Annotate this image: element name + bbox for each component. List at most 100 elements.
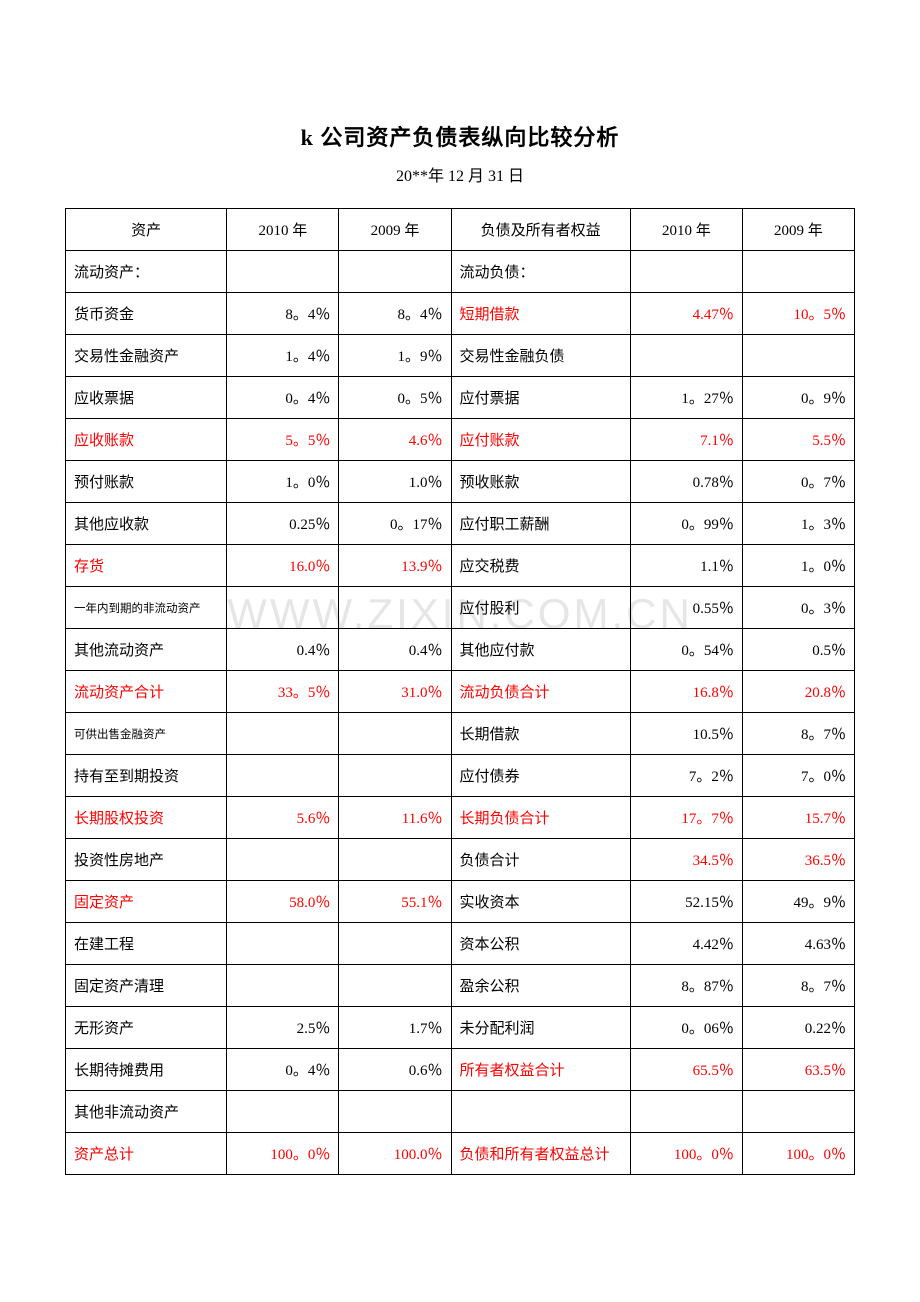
cell-a2010: 0。4％ [227,1049,339,1091]
cell-l2010: 0.78％ [630,461,742,503]
cell-l_label [451,1091,630,1133]
cell-l2010 [630,1091,742,1133]
cell-l2009: 49。9％ [742,881,854,923]
cell-a2009: 1。9％ [339,335,451,377]
cell-a2010: 1。0％ [227,461,339,503]
cell-a2009 [339,923,451,965]
cell-a2009: 0。17％ [339,503,451,545]
table-row: 流动资产： 流动负债： [66,251,855,293]
cell-l2009: 100。0％ [742,1133,854,1175]
cell-a2009: 31.0％ [339,671,451,713]
cell-l2010: 7.1％ [630,419,742,461]
cell-a2009 [339,251,451,293]
cell-l_label: 交易性金融负债 [451,335,630,377]
cell-a_label: 持有至到期投资 [66,755,227,797]
cell-l_label: 应付股利 [451,587,630,629]
table-row: 应收票据0。4％0。5％应付票据1。27％0。9％ [66,377,855,419]
cell-a2010: 8。4％ [227,293,339,335]
cell-l2010: 34.5％ [630,839,742,881]
table-row: 资产总计100。0％100.0％负债和所有者权益总计100。0％100。0％ [66,1133,855,1175]
table-row: 可供出售金融资产长期借款10.5％8。7％ [66,713,855,755]
page-title: k 公司资产负债表纵向比较分析 [65,120,855,152]
cell-a_label: 流动资产合计 [66,671,227,713]
cell-a_label: 长期待摊费用 [66,1049,227,1091]
cell-l2009 [742,1091,854,1133]
table-row: 长期待摊费用0。4％0.6％所有者权益合计65.5％63.5％ [66,1049,855,1091]
cell-a2010 [227,839,339,881]
cell-a_label: 交易性金融资产 [66,335,227,377]
table-row: 一年内到期的非流动资产应付股利0.55％0。3％ [66,587,855,629]
cell-a_label: 一年内到期的非流动资产 [66,587,227,629]
cell-l_label: 盈余公积 [451,965,630,1007]
cell-a2009: 11.6％ [339,797,451,839]
cell-l2009: 8。7％ [742,965,854,1007]
cell-l2009 [742,251,854,293]
cell-a2009 [339,965,451,1007]
table-row: 固定资产清理盈余公积8。87％8。7％ [66,965,855,1007]
cell-a2010: 100。0％ [227,1133,339,1175]
cell-a2009: 0.6％ [339,1049,451,1091]
cell-l2010: 52.15％ [630,881,742,923]
cell-l2009: 10。5％ [742,293,854,335]
cell-a2010: 2.5％ [227,1007,339,1049]
cell-l2009: 0。3％ [742,587,854,629]
cell-a_label: 应收票据 [66,377,227,419]
table-row: 流动资产合计33。5％31.0％流动负债合计16.8％20.8％ [66,671,855,713]
cell-l2009: 1。3％ [742,503,854,545]
cell-a_label: 可供出售金融资产 [66,713,227,755]
cell-l_label: 流动负债合计 [451,671,630,713]
table-row: 投资性房地产负债合计34.5％36.5％ [66,839,855,881]
cell-a_label: 存货 [66,545,227,587]
cell-l_label: 应付账款 [451,419,630,461]
header-assets: 资产 [66,209,227,251]
cell-l2009: 20.8％ [742,671,854,713]
cell-a_label: 流动资产： [66,251,227,293]
cell-a_label: 应收账款 [66,419,227,461]
cell-l2010: 10.5％ [630,713,742,755]
cell-l_label: 短期借款 [451,293,630,335]
cell-l2010: 65.5％ [630,1049,742,1091]
cell-a2010 [227,251,339,293]
cell-l2009: 7。0％ [742,755,854,797]
cell-a_label: 货币资金 [66,293,227,335]
cell-a_label: 固定资产 [66,881,227,923]
cell-l2010: 0。99％ [630,503,742,545]
table-header-row: 资产 2010 年 2009 年 负债及所有者权益 2010 年 2009 年 [66,209,855,251]
cell-a2010: 0。4％ [227,377,339,419]
header-2009-left: 2009 年 [339,209,451,251]
cell-a2010 [227,965,339,1007]
cell-l2010: 100。0％ [630,1133,742,1175]
cell-l_label: 流动负债： [451,251,630,293]
cell-l_label: 实收资本 [451,881,630,923]
cell-a2010: 0.25％ [227,503,339,545]
cell-l_label: 应付票据 [451,377,630,419]
cell-a_label: 无形资产 [66,1007,227,1049]
cell-a2009: 0。5％ [339,377,451,419]
cell-a2009: 1.0％ [339,461,451,503]
cell-l_label: 长期借款 [451,713,630,755]
cell-a_label: 其他流动资产 [66,629,227,671]
cell-a2010: 5。5％ [227,419,339,461]
cell-a2010 [227,923,339,965]
cell-l2009: 0.5％ [742,629,854,671]
cell-l2009: 4.63％ [742,923,854,965]
cell-l2010: 1.1％ [630,545,742,587]
cell-a2009 [339,713,451,755]
cell-l2010: 4.42％ [630,923,742,965]
cell-l2009: 5.5％ [742,419,854,461]
cell-a2009 [339,839,451,881]
cell-l_label: 所有者权益合计 [451,1049,630,1091]
cell-l2009: 63.5％ [742,1049,854,1091]
cell-a2010: 16.0％ [227,545,339,587]
cell-a_label: 长期股权投资 [66,797,227,839]
header-2009-right: 2009 年 [742,209,854,251]
cell-l2010: 0。06％ [630,1007,742,1049]
cell-a2010 [227,1091,339,1133]
cell-l2010: 0。54％ [630,629,742,671]
cell-l2010: 1。27％ [630,377,742,419]
cell-l_label: 应交税费 [451,545,630,587]
table-row: 长期股权投资5.6％11.6％长期负债合计17。7％15.7％ [66,797,855,839]
cell-a_label: 固定资产清理 [66,965,227,1007]
cell-a_label: 在建工程 [66,923,227,965]
table-row: 其他非流动资产 [66,1091,855,1133]
